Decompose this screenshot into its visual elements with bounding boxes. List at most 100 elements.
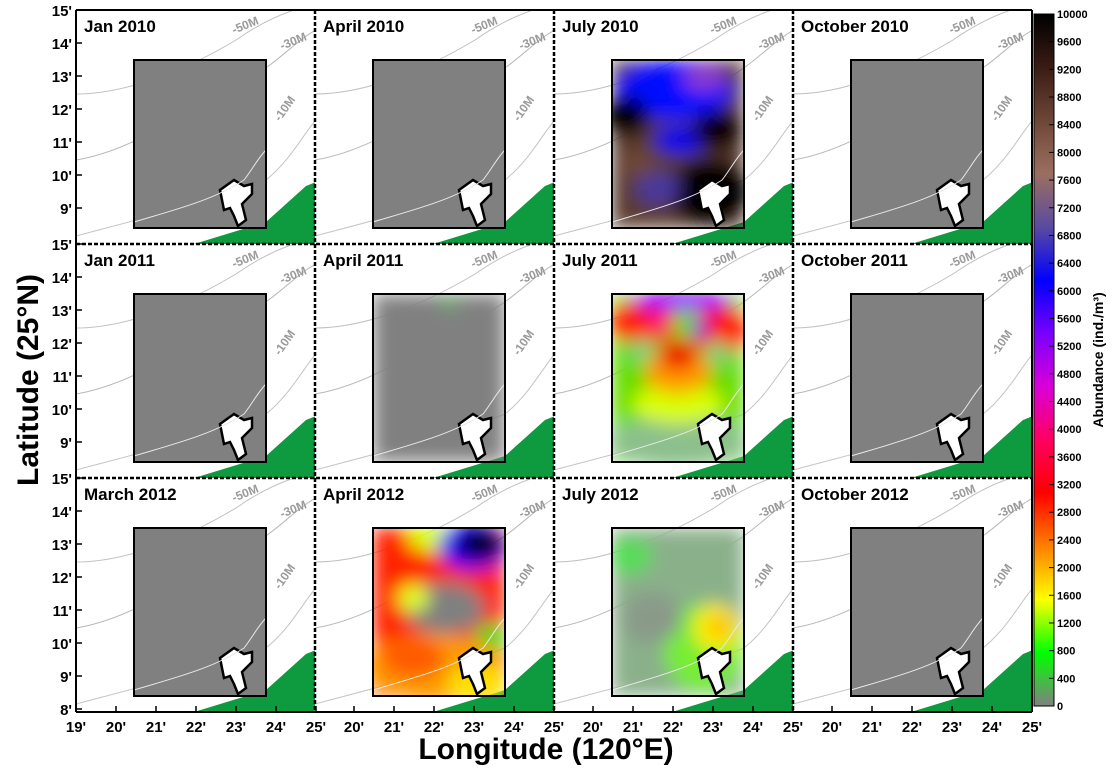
- x-tick-label: 25': [306, 719, 326, 736]
- depth-contour-line: [76, 478, 295, 563]
- x-tick-label: 21': [862, 719, 882, 736]
- abundance-field: [134, 60, 266, 228]
- x-tick-label: 23': [226, 719, 246, 736]
- harbor-jetty: [218, 412, 254, 462]
- y-tick-label: 15': [52, 3, 72, 20]
- y-tick-label: 12': [52, 570, 72, 587]
- colorbar-tick-label: 3200: [1057, 480, 1081, 492]
- colorbar-tick-label: 7200: [1057, 203, 1081, 215]
- y-tick-label: 10': [52, 168, 72, 185]
- depth-contour-line: [315, 10, 534, 95]
- colorbar-gradient: [1033, 13, 1055, 707]
- study-area-border: [133, 527, 267, 697]
- colorbar-tick-label: 4800: [1057, 369, 1081, 381]
- depth-contour-line: [793, 10, 1012, 95]
- harbor-jetty: [218, 178, 254, 228]
- colorbar-tick-label: 800: [1057, 646, 1075, 658]
- panel-title: March 2012: [84, 485, 177, 504]
- x-tick-label: 25': [544, 719, 564, 736]
- colorbar-tick-label: 8400: [1057, 120, 1081, 132]
- depth-contour-line: [372, 383, 506, 457]
- x-tick-label: 20': [344, 719, 364, 736]
- harbor-jetty: [696, 178, 732, 228]
- study-area: [133, 59, 267, 229]
- island: [1061, 82, 1089, 92]
- land-mass: [194, 650, 315, 712]
- x-tick-label: 22': [424, 719, 444, 736]
- study-area-border: [133, 59, 267, 229]
- x-tick-label: 23': [703, 719, 723, 736]
- y-tick-label: 11': [53, 369, 72, 386]
- colorbar-tick-label: 5200: [1057, 341, 1081, 353]
- colorbar-tick-label: 5600: [1057, 313, 1081, 325]
- land-mass: [672, 182, 793, 244]
- y-tick-label: 9': [60, 669, 72, 686]
- study-area: [850, 527, 984, 697]
- land-mass: [911, 416, 1032, 478]
- x-tick-label: 24': [982, 719, 1002, 736]
- study-area-border: [850, 293, 984, 463]
- y-tick-label: 14': [52, 504, 72, 521]
- colorbar-tick-label: 6000: [1057, 286, 1081, 298]
- abundance-field: [134, 528, 266, 696]
- land-mass: [911, 182, 1032, 244]
- panel-title: July 2012: [562, 485, 639, 504]
- harbor-jetty: [457, 178, 493, 228]
- y-tick-label: 15': [52, 471, 72, 488]
- harbor-jetty: [696, 646, 732, 696]
- colorbar-tick-label: 2400: [1057, 535, 1081, 547]
- harbor-jetty: [935, 646, 971, 696]
- depth-contour-line: [133, 149, 267, 223]
- land-mass: [194, 416, 315, 478]
- land-mass: [672, 416, 793, 478]
- colorbar-tick-label: 4400: [1057, 397, 1081, 409]
- depth-contour-line: [793, 244, 1012, 329]
- y-tick-label: 10': [52, 402, 72, 419]
- abundance-field: [851, 60, 983, 228]
- study-area: [611, 59, 745, 229]
- harbor-jetty: [935, 412, 971, 462]
- land-mass: [911, 650, 1032, 712]
- y-tick-label: 14': [52, 270, 72, 287]
- colorbar-tick-label: 6800: [1057, 230, 1081, 242]
- harbor-jetty: [218, 646, 254, 696]
- panel-title: July 2010: [562, 17, 639, 36]
- harbor-jetty: [696, 412, 732, 462]
- study-area-border: [372, 59, 506, 229]
- abundance-field: [373, 60, 505, 228]
- panel-title: April 2012: [323, 485, 404, 504]
- x-tick-label: 21': [623, 719, 643, 736]
- colorbar: 1000096009200880084008000760072006800640…: [1033, 9, 1088, 713]
- study-area: [611, 527, 745, 697]
- colorbar-tick-label: 9600: [1057, 37, 1081, 49]
- depth-contour-line: [554, 478, 773, 563]
- depth-contour-line: [850, 383, 984, 457]
- land-mass: [433, 416, 554, 478]
- abundance-field: [373, 294, 505, 462]
- y-tick-label: 9': [60, 435, 72, 452]
- study-area-border: [372, 293, 506, 463]
- depth-contour-line: [76, 10, 295, 95]
- colorbar-tick-label: 7600: [1057, 175, 1081, 187]
- colorbar-tick-label: 400: [1057, 673, 1075, 685]
- x-tick-label: 21': [384, 719, 404, 736]
- depth-contour-line: [372, 617, 506, 691]
- panel-title: Jan 2011: [84, 251, 155, 270]
- y-tick-label: 14': [52, 36, 72, 53]
- panel-title: April 2011: [323, 251, 403, 270]
- y-tick-label: 12': [52, 336, 72, 353]
- depth-contour-line: [76, 244, 295, 329]
- colorbar-tick-label: 1600: [1057, 590, 1081, 602]
- panel-title: October 2012: [801, 485, 909, 504]
- x-tick-label: 21': [146, 719, 166, 736]
- study-area: [372, 59, 506, 229]
- abundance-field: [373, 528, 505, 696]
